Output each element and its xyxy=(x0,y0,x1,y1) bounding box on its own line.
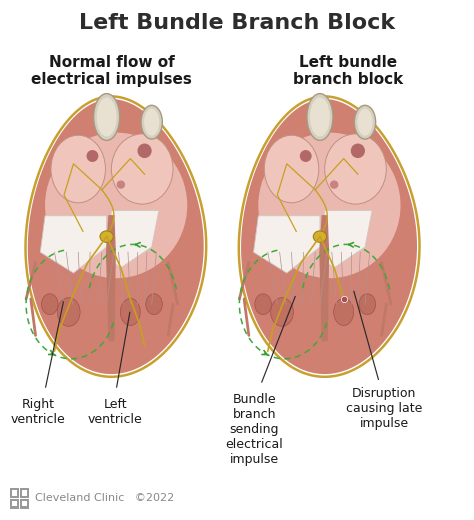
Ellipse shape xyxy=(117,180,125,189)
Ellipse shape xyxy=(93,94,119,140)
Ellipse shape xyxy=(307,94,333,140)
Ellipse shape xyxy=(359,294,375,315)
Text: Disruption
causing late
impulse: Disruption causing late impulse xyxy=(346,387,422,431)
Polygon shape xyxy=(254,216,320,273)
Ellipse shape xyxy=(137,144,152,158)
FancyBboxPatch shape xyxy=(10,499,19,509)
Ellipse shape xyxy=(258,133,401,278)
Ellipse shape xyxy=(45,133,187,278)
Ellipse shape xyxy=(57,297,80,327)
Ellipse shape xyxy=(310,97,330,136)
FancyBboxPatch shape xyxy=(20,499,29,509)
FancyBboxPatch shape xyxy=(12,501,17,506)
Text: Normal flow of
electrical impulses: Normal flow of electrical impulses xyxy=(31,55,192,87)
FancyBboxPatch shape xyxy=(22,501,27,506)
Ellipse shape xyxy=(41,294,58,315)
Ellipse shape xyxy=(111,134,173,204)
Ellipse shape xyxy=(313,231,327,242)
Ellipse shape xyxy=(86,150,99,162)
FancyBboxPatch shape xyxy=(12,490,17,496)
Ellipse shape xyxy=(351,144,365,158)
FancyBboxPatch shape xyxy=(20,488,29,498)
Polygon shape xyxy=(320,216,328,341)
Ellipse shape xyxy=(144,109,159,136)
Polygon shape xyxy=(40,216,107,273)
FancyBboxPatch shape xyxy=(10,488,19,498)
Ellipse shape xyxy=(264,135,319,203)
Ellipse shape xyxy=(255,294,272,315)
Ellipse shape xyxy=(97,97,117,136)
Text: Left Bundle Branch Block: Left Bundle Branch Block xyxy=(79,13,395,33)
Text: Bundle
branch
sending
electrical
impulse: Bundle branch sending electrical impulse xyxy=(226,393,283,465)
Ellipse shape xyxy=(141,105,162,139)
Ellipse shape xyxy=(146,294,162,315)
Polygon shape xyxy=(320,211,372,268)
Polygon shape xyxy=(28,99,204,374)
Ellipse shape xyxy=(100,231,113,242)
Ellipse shape xyxy=(354,105,375,139)
Polygon shape xyxy=(241,99,417,374)
Ellipse shape xyxy=(325,134,386,204)
Ellipse shape xyxy=(300,150,312,162)
Ellipse shape xyxy=(357,109,373,136)
Text: Left
ventricle: Left ventricle xyxy=(88,398,143,426)
Polygon shape xyxy=(107,216,115,341)
Polygon shape xyxy=(107,211,159,268)
Ellipse shape xyxy=(271,297,293,327)
Ellipse shape xyxy=(330,180,338,189)
Ellipse shape xyxy=(120,298,140,326)
FancyBboxPatch shape xyxy=(22,490,27,496)
Text: Right
ventricle: Right ventricle xyxy=(10,398,65,426)
Text: Cleveland Clinic   ©2022: Cleveland Clinic ©2022 xyxy=(35,493,174,503)
Text: Left bundle
branch block: Left bundle branch block xyxy=(293,55,403,87)
Ellipse shape xyxy=(334,298,354,326)
Ellipse shape xyxy=(51,135,105,203)
